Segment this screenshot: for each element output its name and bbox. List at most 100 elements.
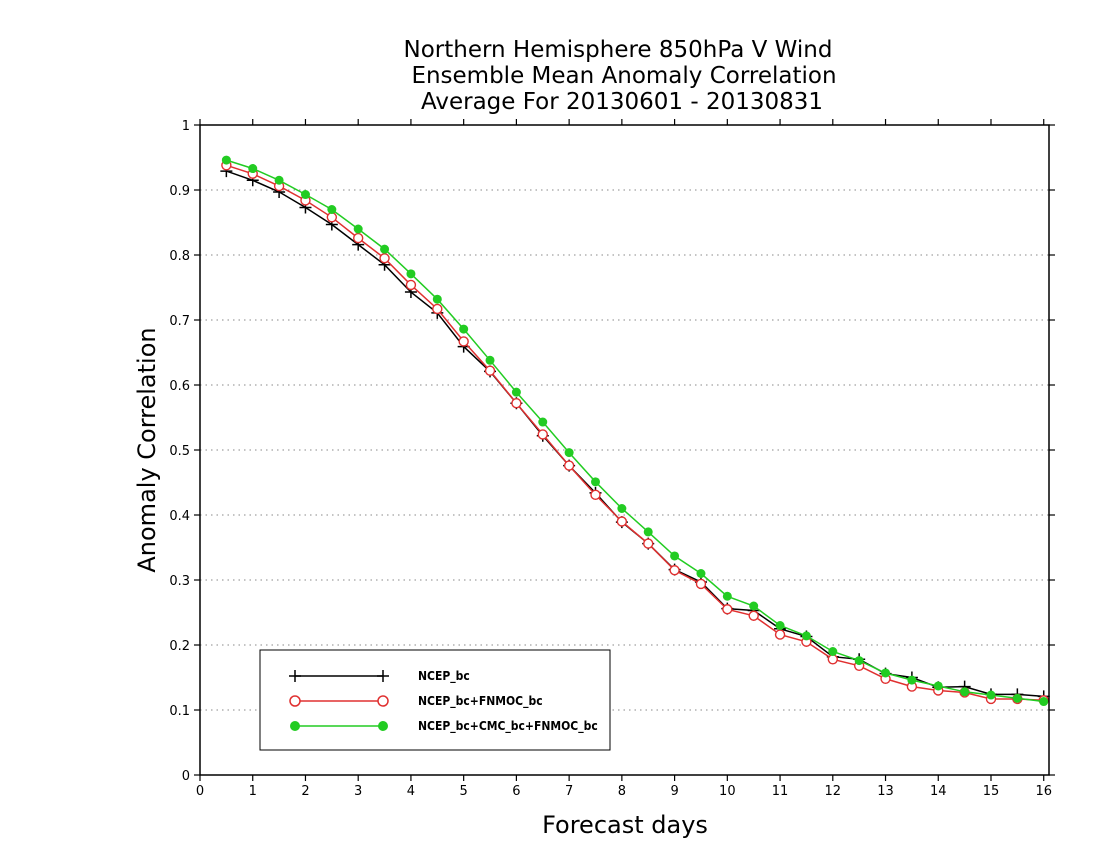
data-point xyxy=(537,429,548,440)
data-point xyxy=(1039,697,1049,707)
y-tick-label: 0.8 xyxy=(169,249,190,264)
x-tick-label: 5 xyxy=(460,784,468,799)
data-point xyxy=(274,175,284,185)
title-line-2: Ensemble Mean Anomaly Correlation xyxy=(411,63,836,89)
data-point xyxy=(670,551,680,561)
legend-item-ncep-cmc-fnmoc: NCEP_bc+CMC_bc+FNMOC_bc xyxy=(290,719,598,734)
data-point xyxy=(538,417,548,427)
legend-marker-plus xyxy=(289,670,389,682)
data-point xyxy=(669,565,680,576)
data-point xyxy=(458,336,469,347)
x-tick-label: 13 xyxy=(877,784,894,799)
y-tick-label: 0.4 xyxy=(169,509,190,524)
x-tick-label: 2 xyxy=(301,784,309,799)
data-point xyxy=(511,398,522,409)
data-point xyxy=(432,294,442,304)
legend-marker-filled-circle xyxy=(290,721,300,731)
data-point xyxy=(248,164,258,174)
data-point xyxy=(748,610,759,621)
x-axis-label: Forecast days xyxy=(542,811,708,839)
chart-title: Northern Hemisphere 850hPa V Wind Ensemb… xyxy=(404,37,837,115)
y-tick-label: 0.1 xyxy=(169,704,190,719)
y-axis: 0 0.1 0.2 0.3 0.4 0.5 0.6 0.7 0.8 0.9 1 xyxy=(169,119,1055,784)
legend-label: NCEP_bc+CMC_bc+FNMOC_bc xyxy=(418,719,598,734)
series-ncep-bc-cmc-bc-fnmoc-bc xyxy=(221,155,1049,707)
y-tick-label: 0.2 xyxy=(169,639,190,654)
y-tick-label: 0.5 xyxy=(169,444,190,459)
data-point xyxy=(775,621,785,630)
y-tick-label: 0.7 xyxy=(169,314,190,329)
x-axis: 0 1 2 3 4 5 6 7 8 9 10 11 12 13 14 15 16 xyxy=(196,119,1052,799)
x-tick-label: 4 xyxy=(407,784,415,799)
data-point xyxy=(590,477,600,487)
data-point xyxy=(960,687,970,697)
x-tick-label: 15 xyxy=(983,784,1000,799)
data-point xyxy=(986,690,996,700)
data-point xyxy=(405,279,417,291)
data-point xyxy=(379,253,390,264)
y-tick-label: 0.6 xyxy=(169,379,190,394)
data-point xyxy=(564,448,574,458)
x-tick-label: 1 xyxy=(249,784,257,799)
grid-lines xyxy=(200,189,1049,711)
y-axis-label: Anomaly Correlation xyxy=(133,327,161,572)
data-point xyxy=(616,516,628,527)
data-point xyxy=(485,355,495,365)
series-line xyxy=(226,164,1044,702)
data-point xyxy=(854,656,864,666)
x-tick-label: 6 xyxy=(512,784,520,799)
x-tick-label: 8 xyxy=(618,784,626,799)
legend-box xyxy=(259,649,611,751)
data-point xyxy=(432,303,443,315)
data-point xyxy=(828,647,838,656)
series-layer xyxy=(220,155,1050,707)
data-point xyxy=(722,591,732,601)
data-point xyxy=(722,604,733,615)
data-point xyxy=(590,489,601,501)
data-point xyxy=(326,212,338,223)
x-tick-label: 11 xyxy=(772,784,789,799)
data-point xyxy=(827,654,838,665)
series-ncep-bc xyxy=(220,165,1050,703)
legend: NCEP_bc NCEP_bc+FNMOC_bc NCEP_bc+CMC_bc+… xyxy=(259,649,611,751)
x-tick-label: 16 xyxy=(1035,784,1052,799)
data-point xyxy=(511,387,521,397)
data-point xyxy=(327,205,337,214)
legend-marker-filled-circle xyxy=(378,721,388,731)
legend-marker-open-circle xyxy=(377,695,389,707)
data-point xyxy=(933,681,943,691)
data-point xyxy=(643,527,653,537)
plot-frame xyxy=(199,124,1050,776)
data-point xyxy=(801,631,811,641)
data-point xyxy=(300,190,310,200)
x-tick-label: 7 xyxy=(565,784,573,799)
data-point xyxy=(221,155,231,165)
data-point xyxy=(563,460,575,471)
legend-marker-open-circle xyxy=(289,695,301,707)
data-point xyxy=(696,569,706,578)
data-point xyxy=(406,269,416,279)
data-point xyxy=(353,224,363,234)
y-tick-label: 1 xyxy=(182,119,190,134)
x-tick-label: 3 xyxy=(354,784,362,799)
data-point xyxy=(484,365,496,376)
data-point xyxy=(352,232,364,244)
x-tick-label: 14 xyxy=(930,784,947,799)
x-tick-label: 0 xyxy=(196,784,204,799)
data-point xyxy=(774,629,786,640)
legend-item-ncep-fnmoc: NCEP_bc+FNMOC_bc xyxy=(289,694,543,709)
legend-label: NCEP_bc+FNMOC_bc xyxy=(418,694,543,709)
y-tick-label: 0 xyxy=(182,769,190,784)
legend-item-ncep: NCEP_bc xyxy=(289,669,470,684)
x-tick-label: 12 xyxy=(825,784,842,799)
legend-label: NCEP_bc xyxy=(418,669,470,684)
series-line xyxy=(226,159,1044,703)
series-ncep-bc-fnmoc-bc xyxy=(221,160,1049,706)
x-tick-label: 9 xyxy=(670,784,678,799)
data-point xyxy=(643,538,654,549)
data-point xyxy=(617,504,627,513)
title-line-1: Northern Hemisphere 850hPa V Wind xyxy=(404,37,833,63)
data-point xyxy=(907,675,917,685)
data-point xyxy=(695,578,707,590)
data-point xyxy=(881,668,891,678)
